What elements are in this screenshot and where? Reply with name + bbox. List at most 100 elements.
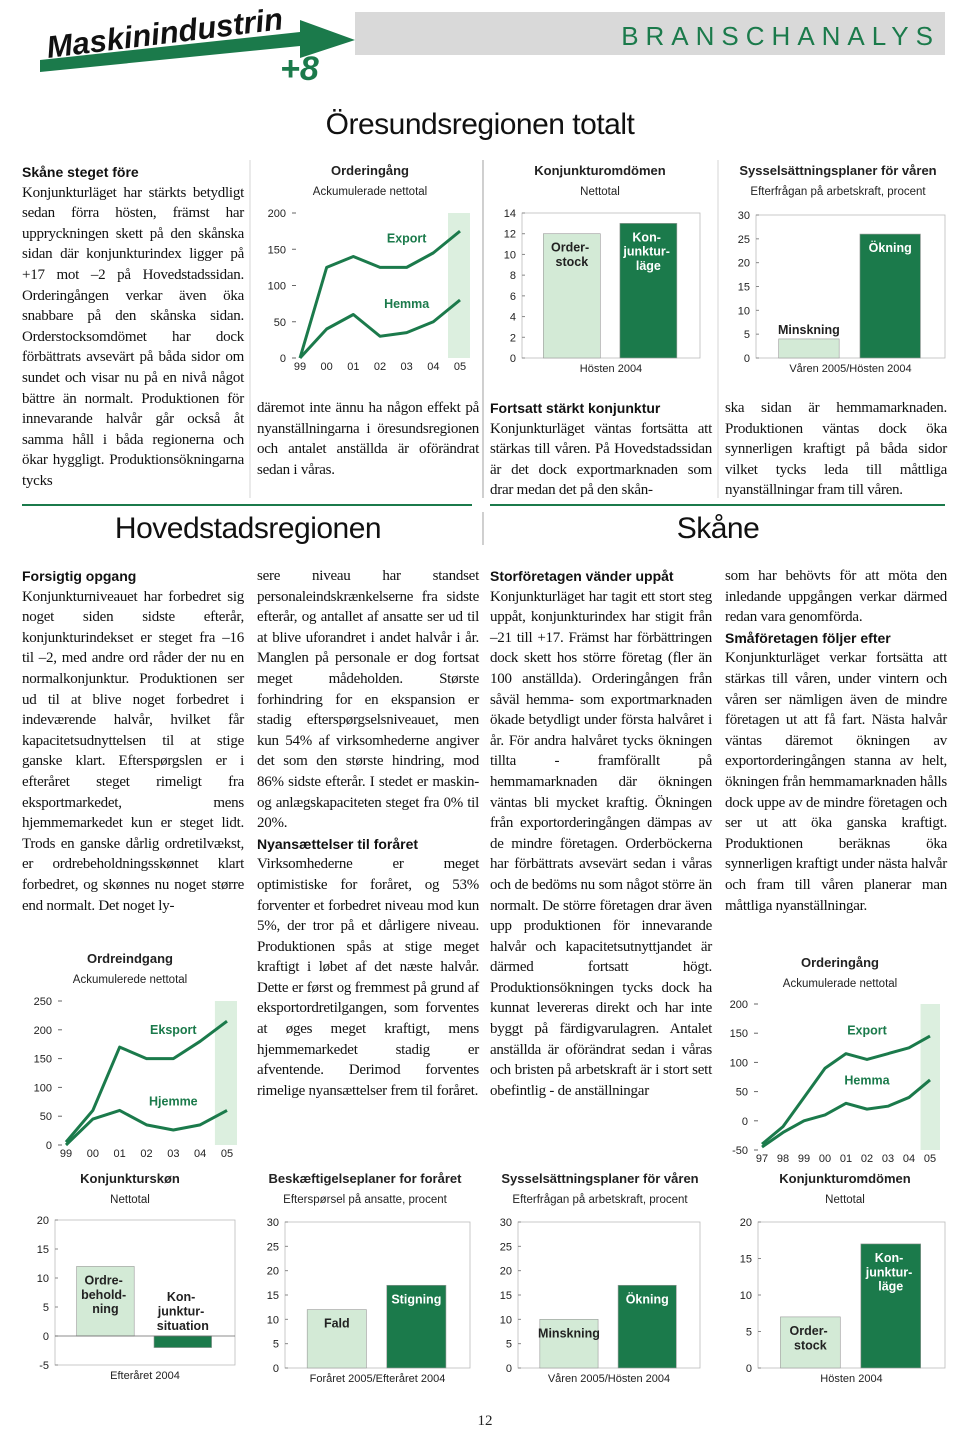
y-tick-label: 10 [738, 305, 750, 317]
text-column: Storföretagen vänder uppåt Konjunkturläge… [490, 566, 712, 1101]
y-tick-label: 0 [742, 1116, 748, 1128]
y-tick-label: 25 [267, 1241, 279, 1253]
y-tick-label: 0 [280, 353, 286, 365]
x-tick-label: 00 [819, 1153, 831, 1165]
y-tick-label: 6 [510, 291, 516, 303]
forecast-shade [214, 1001, 237, 1145]
plot-frame [54, 1219, 236, 1366]
bar [543, 233, 601, 359]
y-tick-label: 100 [34, 1082, 52, 1094]
y-tick-label: 5 [744, 329, 750, 341]
x-tick-label: Våren 2005/Hösten 2004 [548, 1373, 670, 1385]
bar [778, 338, 840, 359]
y-tick-label: 200 [268, 208, 286, 220]
y-tick-label: 20 [37, 1215, 49, 1227]
y-tick-label: 20 [740, 1217, 752, 1229]
bar [859, 233, 921, 359]
chart-title: Ordreindgang [87, 951, 173, 966]
bar-label: Minskning [778, 323, 840, 337]
series-line [761, 1034, 931, 1146]
chart-title: Sysselsättningsplaner för våren [501, 1171, 698, 1186]
header-section: BRANSCHANALYS [621, 21, 940, 51]
bar [780, 1316, 841, 1369]
y-tick-label: 10 [500, 1314, 512, 1326]
y-tick-label: 0 [43, 1331, 49, 1343]
x-tick-label: 04 [194, 1148, 206, 1160]
paragraph: sere niveau har standset personaleindskr… [257, 568, 479, 832]
x-tick-label: 01 [114, 1148, 126, 1160]
paragraph: ska sidan är hemmamarknaden. Produktione… [725, 400, 947, 499]
x-tick-label: 01 [840, 1153, 852, 1165]
x-tick-label: Våren 2005/Hösten 2004 [789, 363, 911, 375]
y-tick-label: 150 [730, 1028, 748, 1040]
y-tick-label: 100 [730, 1057, 748, 1069]
y-tick-label: 50 [736, 1087, 748, 1099]
bar-label: Stigning [391, 1292, 441, 1306]
x-tick-label: 05 [221, 1148, 233, 1160]
x-tick-label: 99 [60, 1148, 72, 1160]
y-tick-label: 30 [738, 210, 750, 222]
series-label: Hemma [844, 1073, 890, 1087]
y-tick-label: 12 [504, 229, 516, 241]
x-tick-label: 97 [756, 1153, 768, 1165]
subheading: Skåne steget före [22, 164, 139, 180]
x-tick-label: 03 [401, 361, 413, 373]
y-tick-label: 4 [510, 312, 516, 324]
series-line [64, 1108, 228, 1147]
forecast-shade [448, 213, 470, 358]
paragraph: däremot inte ännu ha någon effekt på nya… [257, 400, 479, 478]
x-tick-label: 03 [167, 1148, 179, 1160]
paragraph: Konjunkturläget väntas fortsätta att stä… [490, 420, 712, 499]
x-tick-label: 99 [294, 361, 306, 373]
y-tick-label: 30 [267, 1217, 279, 1229]
y-tick-label: 0 [273, 1363, 279, 1375]
y-tick-label: 10 [267, 1314, 279, 1326]
header-band [355, 12, 945, 55]
chart-subtitle: Ackumulerade nettotal [783, 978, 897, 990]
chart-subtitle: Efterspørsel på ansatte, procent [283, 1194, 447, 1206]
y-tick-label: 15 [267, 1290, 279, 1302]
plot-frame [521, 212, 701, 359]
section-title: Hovedstadsregionen [114, 512, 382, 545]
y-tick-label: 150 [34, 1054, 52, 1066]
y-tick-label: 0 [46, 1140, 52, 1152]
x-tick-label: 04 [427, 361, 439, 373]
series-label: Hemma [384, 297, 430, 311]
x-tick-label: 05 [454, 361, 466, 373]
y-tick-label: 100 [268, 281, 286, 293]
text-column: som har behövts för att möta den inledan… [725, 566, 947, 916]
y-tick-label: 10 [37, 1273, 49, 1285]
subheading: Storföretagen vänder uppåt [490, 568, 674, 584]
bar-label: Kon- junktur- situation [157, 1290, 209, 1333]
paragraph: Konjunkturniveauet har forbedret sig nog… [22, 588, 244, 914]
bar [153, 1335, 212, 1348]
bar-label: Ordre- behold- ning [81, 1273, 130, 1316]
bar-label: Ökning [626, 1291, 669, 1306]
series-line [298, 229, 461, 359]
y-tick-label: 10 [740, 1290, 752, 1302]
y-tick-label: 0 [510, 353, 516, 365]
chart-subtitle: Nettotal [580, 186, 620, 198]
x-tick-label: 00 [321, 361, 333, 373]
series-label: Hjemme [149, 1095, 198, 1109]
chart-title: Konjunkturomdömen [779, 1171, 910, 1186]
text-column: Fortsatt stärkt konjunktur Konjunkturläge… [490, 398, 712, 501]
section-title: Skåne [676, 512, 760, 545]
bar-label: Order- stock [790, 1324, 832, 1352]
bar-label: Kon- junktur- läge [865, 1251, 916, 1294]
bar-label: Kon- junktur- läge [622, 230, 673, 273]
y-tick-label: 15 [740, 1254, 752, 1266]
chart-title: Konjunkturomdömen [534, 163, 665, 178]
y-tick-label: 20 [738, 258, 750, 270]
chart-subtitle: Efterfrågan på arbetskraft, procent [750, 186, 926, 198]
text-column: ska sidan är hemmamarknaden. Produktione… [725, 398, 947, 501]
x-tick-label: Efteråret 2004 [110, 1370, 180, 1382]
y-tick-label: 250 [34, 996, 52, 1008]
y-tick-label: 200 [34, 1025, 52, 1037]
y-tick-label: -5 [39, 1360, 49, 1372]
bar [76, 1266, 135, 1337]
y-tick-label: 20 [267, 1266, 279, 1278]
x-tick-label: 04 [903, 1153, 915, 1165]
